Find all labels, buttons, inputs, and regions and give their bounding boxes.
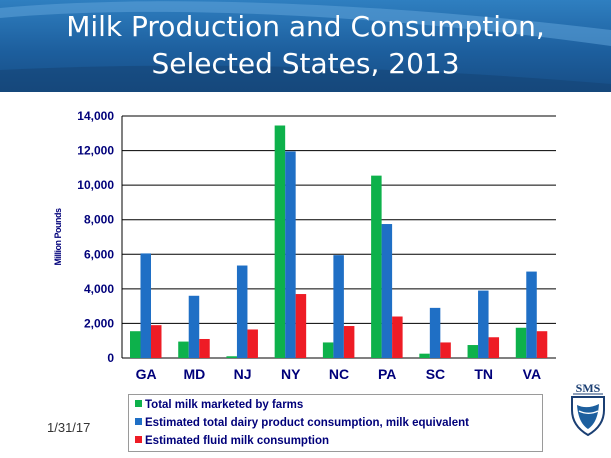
legend-item-farms: Total milk marketed by farms (135, 397, 303, 413)
bar-nc-series-0 (322, 342, 334, 358)
bar-nj-series-0 (226, 356, 237, 358)
x-tick-label: GA (136, 366, 157, 382)
bar-md-series-1 (188, 295, 200, 358)
y-tick-label: 14,000 (77, 109, 114, 123)
bar-nj-series-2 (247, 329, 258, 358)
bar-sc-series-2 (440, 342, 451, 358)
x-tick-label: NJ (234, 366, 252, 382)
title-line-1: Milk Production and Consumption, (66, 10, 545, 43)
bar-tn-series-2 (488, 337, 500, 358)
y-tick-label: 10,000 (77, 178, 114, 192)
slide-date: 1/31/17 (47, 420, 91, 435)
bar-nj-series-1 (236, 265, 248, 358)
bar-ga-series-1 (140, 253, 151, 358)
bar-chart: 0 2,000 4,000 6,000 8,000 10,000 12,000 14,000 M… (53, 109, 556, 382)
x-tick-label: VA (523, 366, 541, 382)
bar-tn-series-1 (478, 290, 489, 358)
legend-swatch-dairy (135, 418, 142, 426)
bar-ny-series-2 (295, 294, 307, 358)
bar-md-series-0 (178, 341, 189, 358)
x-tick-label: PA (378, 366, 396, 382)
y-tick-label: 0 (107, 351, 114, 365)
bar-tn-series-0 (467, 345, 479, 358)
x-tick-label: NC (329, 366, 349, 382)
bar-pa-series-0 (371, 175, 382, 358)
sms-logo: SMS (567, 380, 609, 438)
legend-swatch-fluid (135, 436, 142, 444)
title-line-2: Selected States, 2013 (151, 47, 460, 80)
legend-label-fluid: Estimated fluid milk consumption (145, 435, 330, 447)
legend-label-dairy: Estimated total dairy product consumptio… (145, 417, 469, 429)
y-tick-label: 2,000 (84, 316, 114, 330)
y-tick-label: 12,000 (77, 144, 114, 158)
legend-item-dairy: Estimated total dairy product consumptio… (135, 415, 469, 431)
chart-area: 0 2,000 4,000 6,000 8,000 10,000 12,000 14,000 M… (0, 92, 611, 453)
legend-swatch-farms (135, 400, 142, 408)
slide-title: Milk Production and Consumption, Selecte… (0, 8, 611, 82)
x-tick-label: NY (281, 366, 301, 382)
bar-sc-series-0 (419, 353, 430, 358)
bar-nc-series-2 (343, 326, 355, 358)
bar-pa-series-2 (392, 316, 403, 358)
logo-text: SMS (576, 381, 601, 395)
bar-md-series-2 (199, 338, 210, 358)
x-tick-label: SC (426, 366, 445, 382)
y-axis-title: Million Pounds (53, 208, 63, 265)
bar-va-series-1 (526, 271, 537, 358)
bar-ga-series-0 (130, 331, 141, 358)
bar-ny-series-0 (274, 125, 286, 358)
bar-pa-series-1 (381, 224, 393, 358)
x-tick-label: MD (183, 366, 205, 382)
bar-va-series-2 (536, 331, 548, 358)
legend-label-farms: Total milk marketed by farms (145, 399, 304, 411)
legend-item-fluid: Estimated fluid milk consumption (135, 433, 329, 449)
chart-legend: Total milk marketed by farms Estimated t… (128, 394, 543, 452)
y-tick-label: 4,000 (84, 282, 114, 296)
banner-swoosh (0, 1, 611, 92)
title-banner: Milk Production and Consumption, Selecte… (0, 0, 611, 92)
y-tick-label: 6,000 (84, 247, 114, 261)
y-tick-label: 8,000 (84, 213, 114, 227)
bar-ny-series-1 (285, 151, 296, 358)
x-tick-label: TN (474, 366, 493, 382)
bar-nc-series-1 (333, 255, 344, 358)
bar-ga-series-2 (151, 325, 162, 358)
bar-sc-series-1 (429, 307, 441, 358)
bar-va-series-0 (515, 327, 527, 358)
